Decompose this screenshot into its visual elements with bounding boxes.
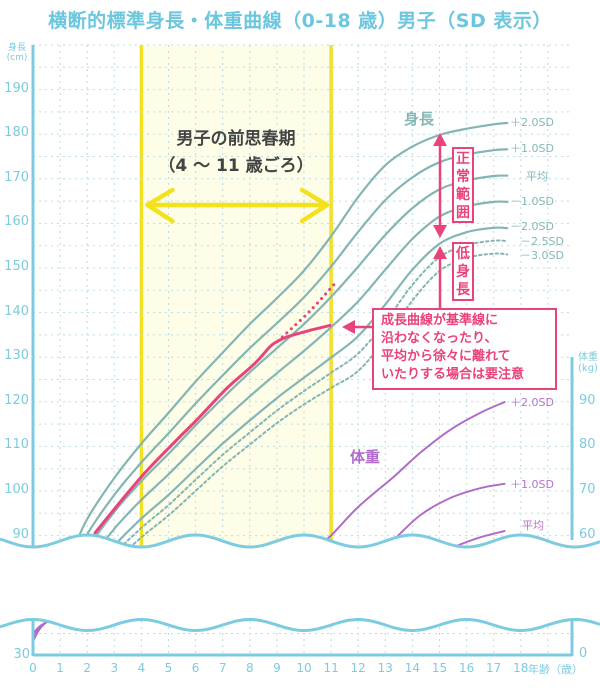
normal-range-box: 正常範囲 [452, 147, 474, 223]
height-sd-label: ＋1.0SD [510, 142, 554, 155]
weight-tick: 80 [579, 437, 596, 453]
height-tick: 150 [4, 258, 29, 274]
height-tick: 90 [12, 526, 29, 542]
weight-curve-平均 [443, 530, 506, 547]
weight-section-label: 体重 [350, 448, 381, 466]
age-tick: 4 [137, 661, 146, 675]
weight-low-tick: 30 [13, 647, 30, 662]
normal-range-label: 正常範囲 [456, 151, 470, 221]
age-tick: 5 [164, 661, 173, 675]
callout-line: 平均から徐々に離れて [381, 349, 511, 364]
weight-curve-+2.0SD [316, 401, 506, 547]
x-axis-title: 年齢（歳） [528, 663, 583, 676]
age-tick: 16 [458, 661, 475, 675]
band-fill [141, 45, 332, 547]
height-sd-label: 平均 [526, 170, 548, 183]
age-tick: 10 [296, 661, 312, 675]
height-section-label: 身長 [404, 110, 435, 128]
weight-sd-label: ＋2.0SD [510, 396, 554, 409]
height-tick: 180 [4, 125, 29, 141]
chart-title: 横断的標準身長・体重曲線（0-18 歳）男子（SD 表示） [48, 10, 552, 32]
band-title: 男子の前思春期 [176, 129, 296, 149]
axis-break-wave-lower [0, 617, 600, 633]
double-arrow-icon [145, 187, 330, 224]
height-tick: 130 [4, 348, 29, 364]
callout-line: いたりする場合は要注意 [381, 367, 525, 382]
age-tick: 0 [29, 661, 37, 675]
patient-curve [93, 283, 336, 535]
weight-sd-label: 平均 [522, 519, 544, 532]
age-tick: 9 [273, 661, 281, 675]
arrow-down-icon [433, 225, 447, 238]
height-tick: 100 [4, 481, 29, 497]
weight-tick: 90 [579, 392, 596, 408]
age-tick: 6 [191, 661, 200, 675]
height-tick: 170 [4, 169, 29, 185]
band-subtitle: （4 ～ 11 歳ごろ） [158, 156, 314, 176]
height-sd-label: －3.0SD [520, 249, 564, 262]
short-stature-box: 低身長 [452, 242, 474, 301]
height-tick: 160 [4, 214, 29, 230]
short-stature-label: 低身長 [456, 246, 470, 298]
weight-tick: 70 [579, 481, 596, 497]
height-sd-label: －1.0SD [510, 195, 554, 208]
age-tick: 2 [83, 661, 91, 675]
axis-break-wave-upper [0, 533, 600, 549]
weight-sd-label: ＋1.0SD [510, 478, 554, 491]
age-tick: 8 [245, 661, 254, 675]
height-sd-label: －2.5SD [520, 235, 564, 248]
height-sd-label: ＋2.0SD [510, 116, 554, 129]
age-tick: 15 [431, 661, 448, 675]
weight-axis-title: 体重 (kg) [578, 352, 598, 374]
age-tick: 13 [377, 661, 393, 675]
age-tick: 7 [218, 661, 227, 675]
patient-height-curve [93, 323, 332, 535]
weight-tick: 60 [579, 526, 596, 542]
height-axis-title: 身長 (cm) [6, 43, 28, 63]
arrow-up-icon [433, 246, 447, 259]
age-tick: 1 [56, 661, 64, 675]
height-tick: 120 [4, 392, 29, 408]
height-tick: 190 [4, 80, 29, 96]
height-sd-label: －2.0SD [510, 220, 554, 233]
warning-callout: 成長曲線が基準線に 沿わなくなったり、 平均から徐々に離れて いたりする場合は要… [372, 308, 557, 390]
arrow-up-icon [433, 133, 447, 146]
grid-lower [33, 619, 572, 655]
annotations [145, 133, 447, 334]
right-low-tick: 0 [579, 646, 588, 661]
height-tick: 140 [4, 303, 29, 319]
axes [0, 45, 600, 657]
callout-line: 成長曲線が基準線に [381, 313, 499, 328]
patient-expected-curve [280, 283, 336, 339]
age-tick: 14 [404, 661, 421, 675]
infant-weight-curve [33, 619, 62, 633]
age-tick: 3 [110, 661, 119, 675]
age-tick: 17 [486, 661, 502, 675]
height-tick: 110 [4, 437, 29, 453]
callout-line: 沿わなくなったり、 [381, 331, 498, 346]
arrow-left-icon [342, 320, 355, 334]
age-tick: 18 [513, 661, 529, 675]
age-tick: 12 [350, 661, 366, 675]
age-tick: 11 [323, 661, 339, 675]
